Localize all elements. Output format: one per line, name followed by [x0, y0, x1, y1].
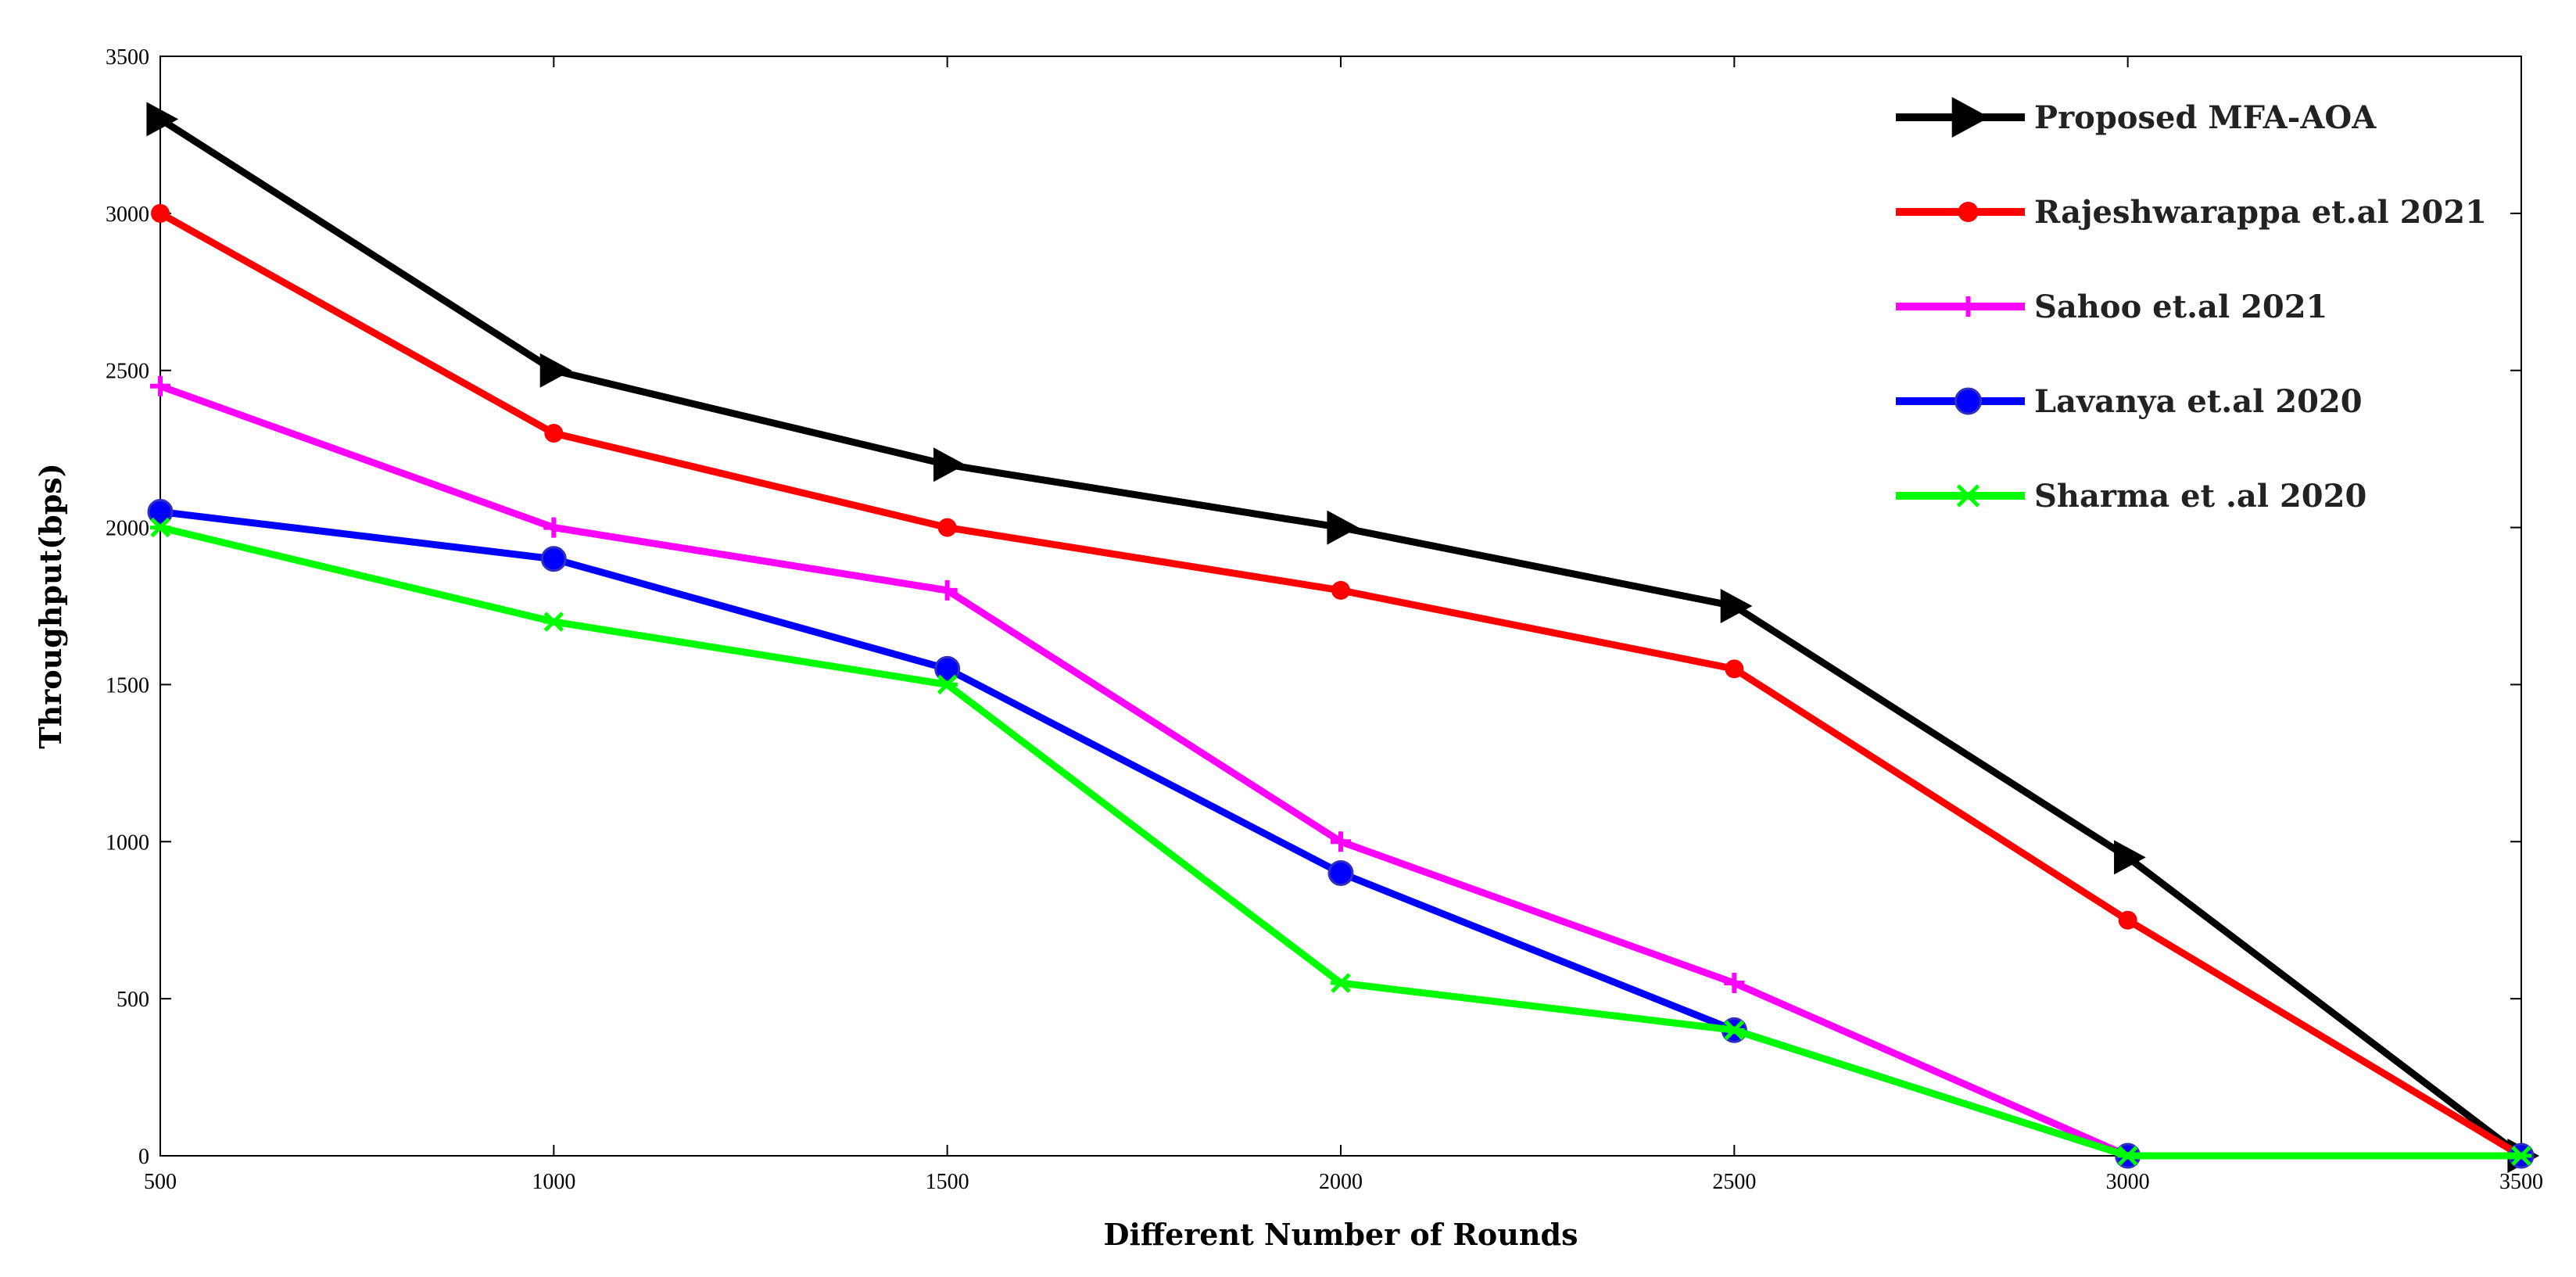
legend-item: Proposed MFA-AOA — [1896, 97, 2377, 138]
y-tick-label: 500 — [116, 988, 149, 1012]
x-tick-label: 3000 — [2106, 1170, 2150, 1194]
y-tick-label: 3000 — [106, 203, 149, 227]
data-point — [151, 203, 170, 223]
data-point — [1327, 859, 1354, 886]
data-point — [1330, 973, 1352, 993]
data-point — [149, 517, 171, 538]
legend-item: Rajeshwarappa et.al 2021 — [1896, 194, 2487, 231]
y-tick-label: 1500 — [106, 673, 149, 698]
series-rajeshwarappa-et-al-2021 — [151, 203, 2531, 1165]
y-tick-label: 1000 — [106, 830, 149, 855]
series-proposed-mfa-aoa — [146, 102, 2540, 1173]
data-point — [1720, 589, 1753, 623]
data-point — [539, 353, 572, 388]
data-point — [1954, 387, 1982, 415]
x-tick-label: 1000 — [532, 1170, 575, 1194]
data-point — [1331, 580, 1350, 600]
data-point — [544, 424, 564, 443]
legend-label: Sharma et .al 2020 — [2034, 478, 2366, 515]
data-point — [540, 546, 567, 572]
data-point — [1724, 973, 1745, 994]
legend: Proposed MFA-AOA Rajeshwarappa et.al 2021… — [1896, 97, 2487, 515]
data-point — [937, 674, 958, 695]
data-point — [150, 375, 170, 396]
legend-label: Sahoo et.al 2021 — [2034, 289, 2327, 325]
data-point — [2114, 840, 2146, 875]
y-tick-label: 2000 — [106, 517, 149, 541]
legend-item: Sharma et .al 2020 — [1896, 478, 2366, 515]
x-axis: 500 1000 1500 2000 2500 3000 3500 — [144, 56, 2543, 1194]
series-layer — [146, 102, 2540, 1173]
legend-label: Lavanya et.al 2020 — [2034, 383, 2363, 420]
y-axis: 0 500 1000 1500 2000 2500 3000 3500 — [106, 45, 2521, 1169]
data-point — [1951, 97, 1990, 138]
data-point — [1955, 484, 1981, 508]
data-point — [2510, 1146, 2532, 1166]
legend-item: Lavanya et.al 2020 — [1896, 383, 2363, 420]
data-point — [2117, 1146, 2138, 1166]
data-point — [147, 498, 174, 525]
data-point — [937, 579, 958, 601]
y-tick-label: 0 — [138, 1145, 149, 1169]
data-point — [1724, 1020, 1745, 1041]
legend-label: Rajeshwarappa et.al 2021 — [2034, 194, 2487, 231]
data-point — [1725, 659, 1744, 679]
data-point — [934, 655, 961, 682]
data-point — [1331, 831, 1351, 852]
x-tick-label: 500 — [144, 1170, 177, 1194]
legend-item: Sahoo et.al 2021 — [1896, 289, 2327, 325]
data-point — [933, 447, 966, 482]
x-tick-label: 2500 — [1712, 1170, 1756, 1194]
data-point — [543, 517, 564, 538]
series-sharma-et-al-2020 — [149, 517, 2532, 1166]
data-point — [1327, 510, 1360, 545]
x-axis-title: Different Number of Rounds — [1104, 1217, 1578, 1252]
y-axis-title: Throughput(bps) — [33, 463, 68, 748]
data-point — [1958, 296, 1979, 317]
series-line — [158, 210, 2524, 1159]
data-point — [2118, 910, 2137, 930]
y-tick-label: 3500 — [106, 45, 149, 70]
series-line — [158, 116, 2524, 1159]
y-tick-label: 2500 — [106, 360, 149, 384]
x-tick-label: 3500 — [2499, 1170, 2543, 1194]
data-point — [543, 612, 564, 632]
x-tick-label: 1500 — [926, 1170, 969, 1194]
legend-label: Proposed MFA-AOA — [2034, 99, 2377, 136]
x-tick-label: 2000 — [1319, 1170, 1363, 1194]
data-point — [146, 102, 179, 137]
data-point — [1958, 202, 1979, 222]
data-point — [937, 518, 957, 537]
